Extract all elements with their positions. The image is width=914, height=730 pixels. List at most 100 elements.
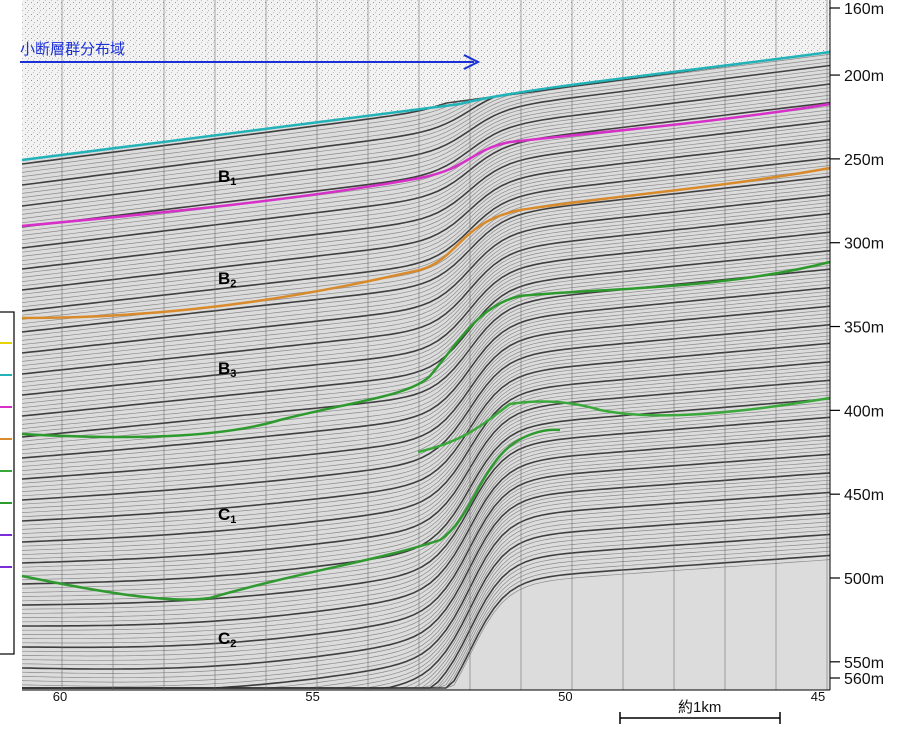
reflector-line (21, 276, 831, 446)
reflector-line (21, 135, 831, 287)
depth-tick-label: 500m (844, 571, 884, 588)
reflector-line (21, 175, 831, 333)
reflector-line (21, 239, 831, 404)
reflector-line (21, 216, 831, 379)
reflector-line (21, 179, 831, 337)
reflector-line (21, 283, 831, 455)
reflector-line (21, 198, 831, 358)
reflector-line (22, 435, 831, 627)
reflector-line (21, 316, 831, 492)
depth-tick-label: 200m (844, 68, 884, 85)
unit-labels: B1 B2 B3 C1 C2 (218, 167, 236, 650)
reflector-line (21, 246, 831, 413)
reflector-line (22, 431, 831, 623)
reflector-line (21, 379, 831, 564)
reflector-line (21, 117, 831, 266)
reflector-line (21, 339, 831, 518)
reflector-line (21, 487, 831, 687)
reflector-line (21, 335, 831, 513)
reflector-line (21, 202, 831, 362)
reflector-line (21, 294, 831, 467)
reflector-line (21, 120, 831, 270)
reflector-line (22, 450, 831, 644)
reflector-line (21, 331, 831, 509)
interpreted-horizons (21, 50, 831, 601)
reflector-line (21, 424, 831, 614)
depth-tick-label: 550m (844, 655, 884, 672)
legend-frame (0, 311, 15, 655)
depth-tick-label: 160m (844, 1, 884, 18)
reflector-line (21, 257, 831, 425)
reflector-line (21, 146, 831, 299)
reflector-line (21, 387, 831, 572)
reflector-line (21, 286, 831, 459)
unit-label-b1: B1 (218, 167, 236, 188)
scale-bar-label: 約1km (678, 699, 721, 716)
reflector-line (21, 420, 831, 610)
reflector-line (21, 254, 831, 421)
horizon-seafloor (21, 50, 831, 162)
reflector-line (21, 468, 831, 666)
reflector-line (21, 298, 831, 471)
reflector-line (21, 249, 831, 417)
reflector-line (21, 113, 831, 261)
reflector-line (21, 109, 831, 257)
reflector-line (21, 64, 831, 207)
depth-tick-label: 450m (844, 487, 884, 504)
fault-zone-annotation: 小断層群分布域 (20, 41, 481, 70)
reflector-line (21, 350, 831, 530)
reflector-line (21, 91, 831, 236)
distance-tick-label: 55 (305, 689, 319, 704)
horizon-b2-base (21, 166, 831, 320)
horizon-c1-base (21, 428, 561, 601)
reflector-line (21, 394, 831, 581)
reflector-line (21, 391, 831, 576)
reflector-line (21, 465, 831, 661)
reflector-line (21, 416, 831, 606)
reflector-line (21, 242, 831, 408)
unit-label-b3: B3 (218, 359, 236, 380)
reflector-line (22, 439, 831, 631)
reflector-line (21, 323, 831, 501)
reflector-line (21, 83, 831, 228)
horizon-b1-base (21, 102, 831, 228)
reflector-line (21, 342, 831, 522)
distance-axis: 60 55 50 45 (22, 689, 830, 704)
reflector-line (22, 428, 831, 618)
reflector-line (21, 272, 831, 442)
reflector-line (21, 346, 831, 526)
reflector-line (21, 61, 831, 203)
reflector-line (21, 87, 831, 232)
depth-tick-label: 300m (844, 236, 884, 253)
reflector-line (21, 328, 831, 505)
reflector-line (21, 361, 831, 543)
reflector-line (21, 365, 831, 547)
distance-tick-label: 45 (811, 689, 825, 704)
reflector-line (21, 261, 831, 429)
reflector-line (21, 302, 831, 476)
reflector-line (21, 142, 831, 295)
depth-tick-label: 560m (844, 671, 884, 688)
reflector-line (21, 79, 831, 224)
reflector-line (21, 235, 831, 400)
reflector-line (21, 212, 831, 375)
reflector-line (21, 68, 831, 211)
scale-bar: 約1km (619, 699, 781, 724)
reflector-line (21, 191, 831, 350)
annotation-arrowhead-icon (463, 54, 481, 70)
reflector-line (21, 476, 831, 674)
reflector-line (21, 398, 831, 585)
reflector-line (21, 161, 831, 316)
reflector-line (21, 409, 831, 597)
reflector-line (21, 479, 831, 679)
reflector-line (21, 453, 831, 649)
reflector-line (21, 457, 831, 652)
reflector-line (21, 98, 831, 245)
reflector-line (21, 383, 831, 568)
reflector-line (21, 183, 831, 341)
reflector-line (21, 157, 831, 312)
reflector-line (21, 209, 831, 371)
unit-label-c2: C2 (218, 629, 236, 650)
